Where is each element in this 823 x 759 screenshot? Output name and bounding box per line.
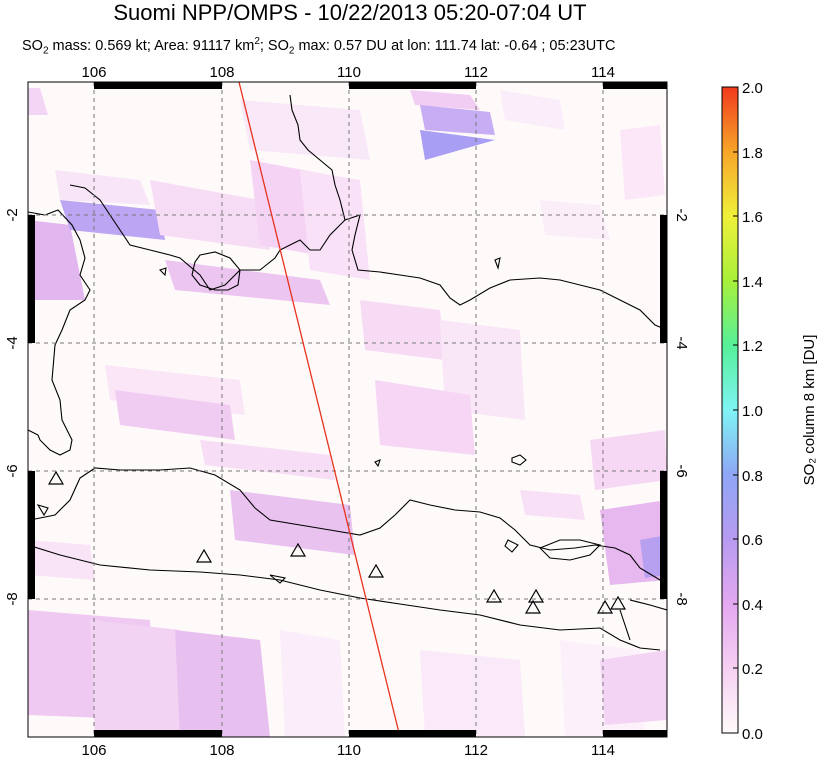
colorbar-tick-label: 0.2 [742, 661, 763, 678]
colorbar-tick-label: 1.0 [742, 403, 763, 420]
map-subtitle: SO2 mass: 0.569 kt; Area: 91117 km2; SO2… [22, 36, 616, 57]
lat-tick-label: -6 [4, 464, 21, 477]
map-title: Suomi NPP/OMPS - 10/22/2013 05:20-07:04 … [113, 0, 587, 25]
colorbar-tick-label: 0.8 [742, 468, 763, 485]
colorbar-tick-label: 0.6 [742, 532, 763, 549]
colorbar-tick-label: 0.4 [742, 597, 763, 614]
lat-tick-label: -2 [673, 208, 690, 221]
volcano-marker [485, 588, 503, 603]
lon-tick-label: 114 [591, 64, 615, 81]
volcano-marker [195, 548, 213, 563]
lon-tick-label: 114 [591, 742, 615, 759]
graticule [28, 82, 667, 737]
lat-tick-label: -8 [673, 592, 690, 605]
lon-tick-label: 110 [337, 742, 361, 759]
colorbar-tick-label: 2.0 [742, 80, 763, 97]
lon-tick-label: 106 [81, 64, 106, 81]
volcano-marker [47, 470, 65, 485]
volcano-markers [47, 470, 627, 614]
colorbar-label: SO₂ column 8 km [DU] [801, 335, 818, 486]
colorbar-tick-label: 1.8 [742, 145, 763, 162]
lat-tick-label: -2 [4, 208, 21, 221]
lat-tick-label: -4 [4, 336, 21, 349]
colorbar-tick-label: 1.6 [742, 209, 763, 226]
orbit-track-line [238, 82, 401, 737]
lon-tick-label: 108 [209, 64, 234, 81]
colorbar-tick-label: 1.2 [742, 338, 763, 355]
lat-tick-label: -4 [673, 336, 690, 349]
colorbar-ticks [733, 86, 738, 734]
lon-tick-label: 106 [81, 742, 106, 759]
colorbar-tick-label: 0.0 [742, 726, 763, 743]
lon-tick-label: 112 [464, 742, 488, 759]
volcano-marker [289, 542, 307, 557]
volcano-marker [524, 599, 542, 614]
lon-tick-label: 108 [209, 742, 234, 759]
lon-tick-label: 112 [464, 64, 488, 81]
volcano-marker [367, 563, 385, 578]
lat-tick-label: -6 [673, 464, 690, 477]
colorbar-tick-label: 1.4 [742, 274, 763, 291]
volcano-marker [596, 599, 614, 614]
volcano-marker [527, 588, 545, 603]
map-frame [27, 81, 668, 738]
lon-tick-label: 110 [337, 64, 361, 81]
lat-tick-label: -8 [4, 592, 21, 605]
volcano-marker [609, 595, 627, 610]
